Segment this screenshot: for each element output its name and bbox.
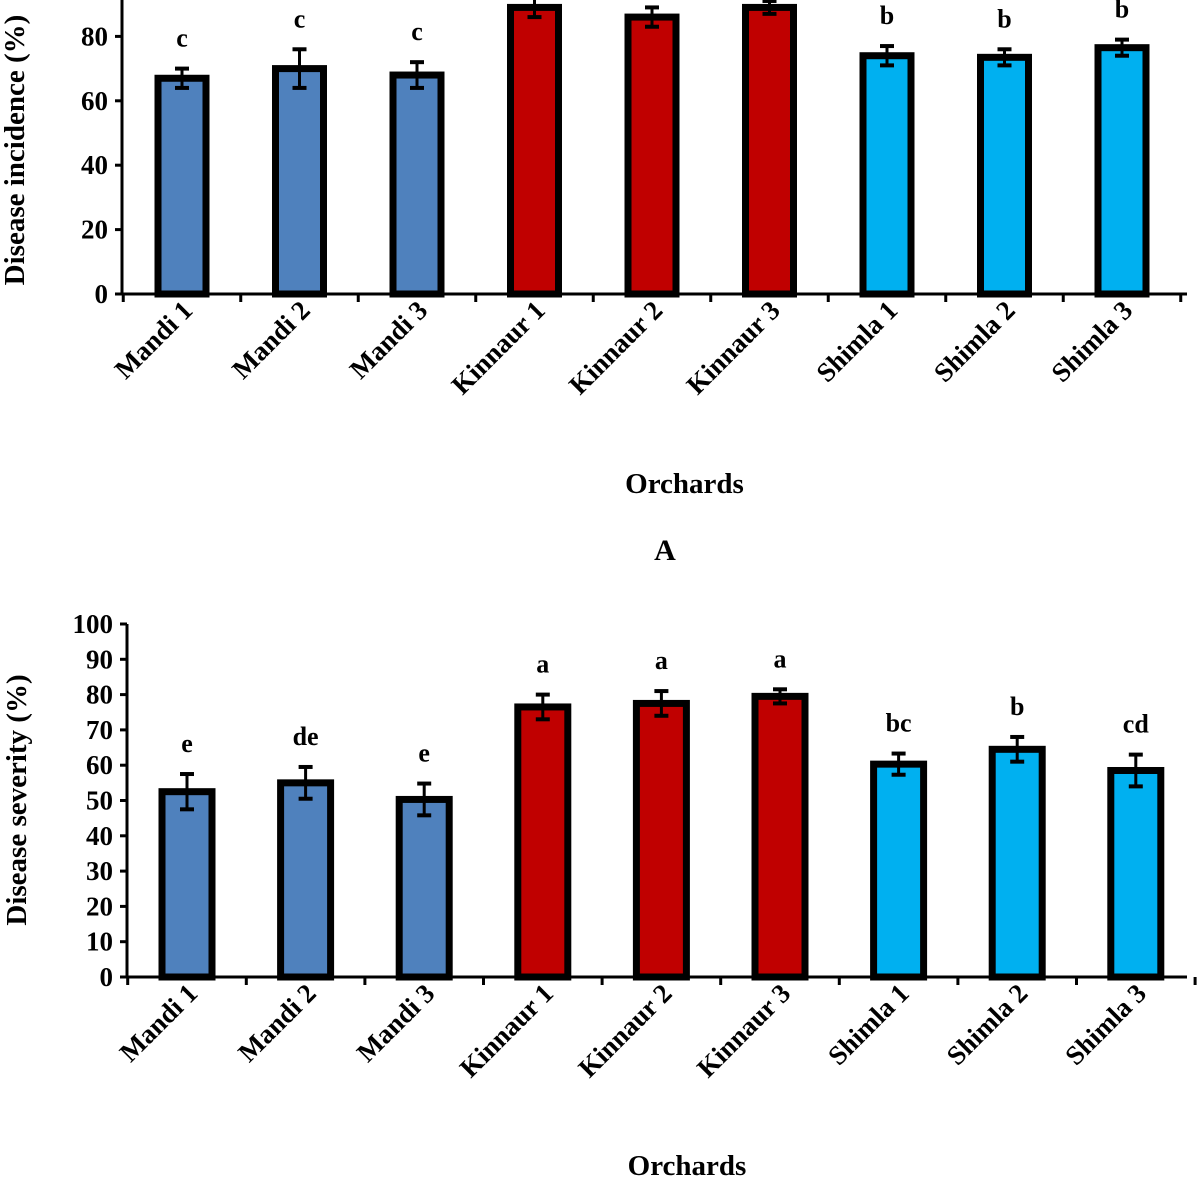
bar-mandi-1 xyxy=(154,74,210,298)
significance-letter: b xyxy=(1010,692,1024,721)
bar-mandi-1 xyxy=(158,788,216,981)
significance-letter: b xyxy=(880,1,894,30)
panel-label-a: A xyxy=(654,534,676,567)
y-tick-label: 80 xyxy=(86,680,113,710)
x-tick-label: Kinnaur 3 xyxy=(691,978,796,1083)
error-bar xyxy=(891,751,906,777)
bar-kinnaur-1 xyxy=(514,703,572,981)
significance-letter: a xyxy=(536,650,549,679)
significance-letter: cd xyxy=(1123,710,1150,739)
bar-mandi-3 xyxy=(389,71,445,298)
error-bar xyxy=(1128,752,1143,789)
x-tick-label: Kinnaur 1 xyxy=(446,295,551,400)
bar-mandi-2 xyxy=(272,65,327,298)
error-bar xyxy=(880,44,894,68)
error-bar xyxy=(292,47,307,90)
error-bar xyxy=(645,5,659,29)
y-tick-label: 20 xyxy=(86,891,113,921)
x-axis-title: Orchards xyxy=(628,1150,747,1182)
error-bar xyxy=(180,772,194,812)
error-bar xyxy=(175,66,189,90)
x-tick-label: Shimla 3 xyxy=(1045,295,1138,388)
error-bar xyxy=(1115,37,1129,58)
y-tick-label: 60 xyxy=(86,750,113,780)
chart-disease-severity: 0 10 20 30 40 50 60 70 80 90 100 e Mandi 1 de Mandi 2 e… xyxy=(1,609,1197,1182)
significance-letter: c xyxy=(176,24,188,53)
x-tick-label: Mandi 1 xyxy=(114,978,204,1068)
x-tick-label: Mandi 1 xyxy=(109,295,199,385)
significance-letter: a xyxy=(774,644,787,673)
y-tick-label: 70 xyxy=(86,715,113,745)
bar-shimla-2 xyxy=(977,53,1032,298)
bar-kinnaur-2 xyxy=(624,13,680,298)
x-tick-label: Shimla 2 xyxy=(928,295,1021,388)
error-bar xyxy=(762,0,777,16)
error-bar xyxy=(535,692,550,722)
x-tick-label: Shimla 1 xyxy=(810,295,903,388)
x-tick-label: Mandi 2 xyxy=(226,295,316,385)
y-axis-title: Disease severity (%) xyxy=(1,674,33,925)
error-bar xyxy=(417,781,432,818)
error-bar xyxy=(997,47,1012,68)
y-tick-label: 80 xyxy=(81,21,108,51)
x-axis-title: Orchards xyxy=(625,468,744,500)
error-bar xyxy=(298,764,313,801)
y-tick-label: 50 xyxy=(86,786,113,816)
y-tick-label: 0 xyxy=(95,279,109,309)
significance-letter: e xyxy=(418,739,430,768)
significance-letter: b xyxy=(997,4,1011,33)
significance-letter: c xyxy=(294,4,306,33)
bar-shimla-1 xyxy=(859,52,915,298)
y-tick-label: 10 xyxy=(86,927,113,957)
y-tick-label: 90 xyxy=(86,644,113,674)
x-tick-label: Kinnaur 3 xyxy=(681,295,786,400)
significance-letter: e xyxy=(181,729,193,758)
significance-letter: bc xyxy=(886,709,912,738)
y-tick-label: 20 xyxy=(81,215,108,245)
bar-shimla-2 xyxy=(988,745,1046,981)
error-bar xyxy=(654,689,669,718)
significance-letter: a xyxy=(655,646,668,675)
y-tick-label: 100 xyxy=(73,609,114,639)
significance-letter: c xyxy=(411,17,423,46)
x-tick-label: Shimla 1 xyxy=(822,978,915,1071)
significance-letter: de xyxy=(293,722,319,751)
significance-letter: b xyxy=(1115,0,1129,24)
bar-kinnaur-1 xyxy=(507,3,562,298)
error-bar xyxy=(527,0,542,20)
x-tick-label: Kinnaur 2 xyxy=(563,295,668,400)
bar-kinnaur-2 xyxy=(632,699,690,981)
y-tick-label: 60 xyxy=(81,86,108,116)
x-tick-label: Shimla 3 xyxy=(1059,978,1152,1071)
y-tick-label: 0 xyxy=(100,962,114,992)
error-bar xyxy=(773,687,787,706)
bar-shimla-1 xyxy=(870,760,928,981)
y-tick-label: 40 xyxy=(81,150,108,180)
error-bar xyxy=(410,60,424,90)
y-tick-label: 30 xyxy=(86,856,113,886)
x-tick-label: Kinnaur 2 xyxy=(572,978,677,1083)
error-bar xyxy=(1010,734,1025,764)
bar-shimla-3 xyxy=(1107,766,1165,981)
x-tick-label: Mandi 3 xyxy=(351,978,441,1068)
bar-mandi-2 xyxy=(277,779,335,981)
x-tick-label: Mandi 3 xyxy=(344,295,434,385)
x-tick-label: Mandi 2 xyxy=(232,978,322,1068)
x-tick-label: Shimla 2 xyxy=(941,978,1034,1071)
bar-kinnaur-3 xyxy=(751,692,809,981)
x-tick-label: Kinnaur 1 xyxy=(454,978,559,1083)
y-axis-title: Disease incidence (%) xyxy=(0,15,31,286)
bar-shimla-3 xyxy=(1094,44,1150,298)
bar-kinnaur-3 xyxy=(742,3,797,298)
y-tick-label: 40 xyxy=(86,821,113,851)
bar-mandi-3 xyxy=(395,795,453,981)
